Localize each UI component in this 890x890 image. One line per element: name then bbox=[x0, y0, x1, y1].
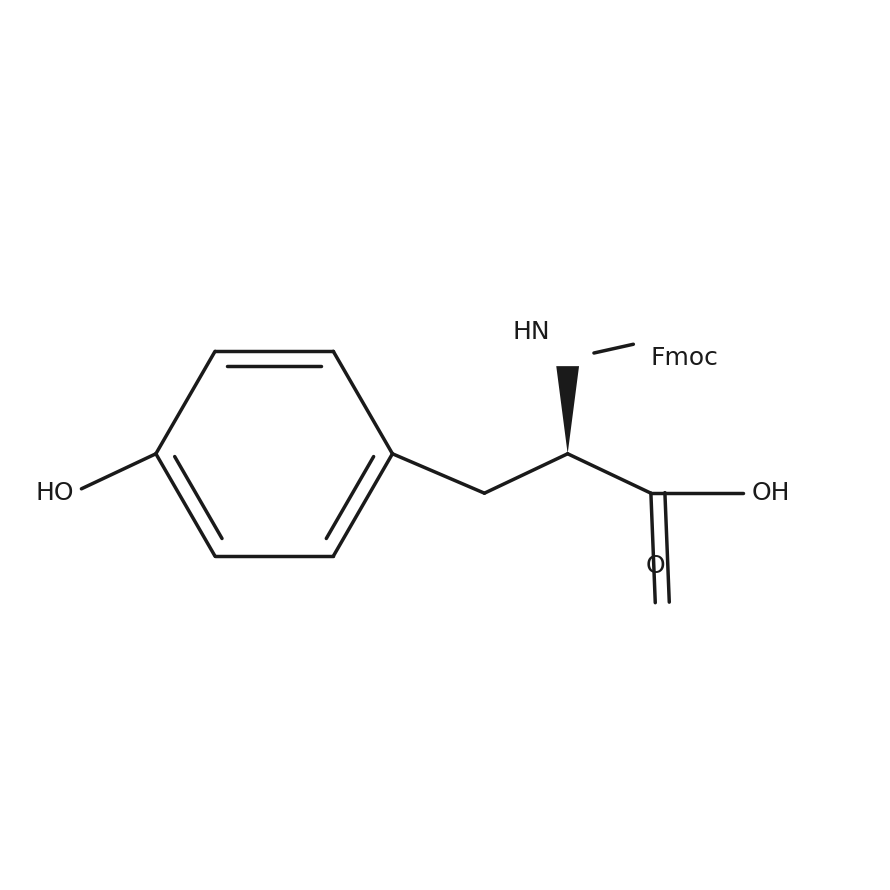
Text: HO: HO bbox=[36, 481, 75, 506]
Polygon shape bbox=[556, 366, 579, 454]
Text: O: O bbox=[645, 554, 665, 578]
Text: Fmoc: Fmoc bbox=[651, 346, 719, 370]
Text: OH: OH bbox=[752, 481, 790, 506]
Text: HN: HN bbox=[513, 320, 550, 344]
